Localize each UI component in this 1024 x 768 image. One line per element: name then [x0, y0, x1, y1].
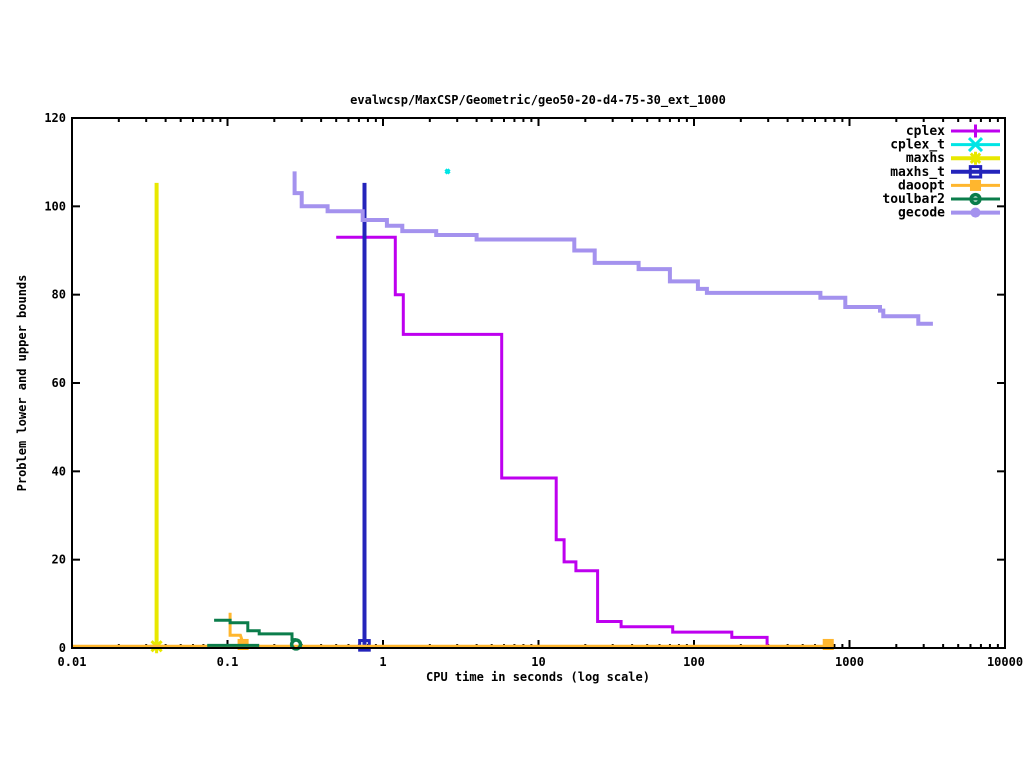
legend-marker-maxhs_t: [968, 165, 983, 179]
plot-border: [71, 117, 1006, 649]
series-maxhs: [149, 182, 164, 654]
legend-label-cplex_t: cplex_t: [890, 138, 945, 153]
legend-label-maxhs_t: maxhs_t: [890, 165, 945, 180]
series-gecode: [292, 171, 933, 326]
x-tick-label: 10000: [987, 655, 1023, 669]
y-tick-label: 20: [52, 553, 66, 567]
legend: cplexcplex_tmaxhsmaxhs_tdaoopttoulbar2ge…: [882, 124, 1000, 221]
series-line-cplex: [336, 235, 769, 648]
y-axis-label: Problem lower and upper bounds: [15, 275, 29, 492]
legend-item-toulbar2: toulbar2: [882, 192, 1000, 207]
legend-item-cplex: cplex: [906, 124, 1000, 139]
legend-marker-cplex: [969, 124, 982, 138]
legend-item-daoopt: daoopt: [898, 178, 1000, 193]
legend-marker-maxhs: [969, 151, 982, 165]
x-tick-label: 1: [379, 655, 386, 669]
y-tick-label: 80: [52, 288, 66, 302]
series-line-toulbar2: [214, 618, 297, 642]
legend-label-toulbar2: toulbar2: [882, 192, 945, 207]
series-layer: [72, 168, 933, 654]
daoopt-marker: [822, 638, 834, 650]
series-cplex_t: [444, 168, 451, 175]
x-tick-label: 10: [531, 655, 545, 669]
series-maxhs_t: [358, 182, 371, 652]
axis-ticks: 0.01 0.1 1 10 100 1000 10000 0 20 40 60 80 100 120: [44, 111, 1023, 669]
legend-item-cplex_t: cplex_t: [890, 137, 1000, 153]
series-line-gecode: [292, 171, 933, 326]
legend-item-maxhs_t: maxhs_t: [890, 165, 1000, 180]
legend-marker-gecode: [970, 207, 981, 218]
x-tick-label: 0.01: [58, 655, 87, 669]
y-tick-label: 60: [52, 376, 66, 390]
series-toulbar2: [207, 618, 303, 651]
x-tick-label: 0.1: [217, 655, 239, 669]
legend-item-gecode: gecode: [898, 206, 1000, 221]
x-axis-label: CPU time in seconds (log scale): [426, 670, 650, 684]
legend-label-cplex: cplex: [906, 124, 945, 139]
legend-marker-daoopt: [969, 179, 982, 191]
legend-marker-toulbar2: [969, 192, 982, 206]
legend-item-maxhs: maxhs: [906, 151, 1000, 166]
legend-label-gecode: gecode: [898, 206, 945, 221]
legend-label-maxhs: maxhs: [906, 151, 945, 166]
legend-marker-cplex_t: [967, 137, 984, 153]
y-tick-label: 120: [44, 111, 66, 125]
y-tick-label: 100: [44, 199, 66, 213]
x-tick-label: 100: [683, 655, 705, 669]
chart-title: evalwcsp/MaxCSP/Geometric/geo50-20-d4-75…: [350, 93, 726, 108]
series-cplex: [336, 235, 769, 648]
y-tick-label: 0: [59, 641, 66, 655]
cplex_t-marker: [444, 168, 451, 175]
x-tick-label: 1000: [835, 655, 864, 669]
legend-label-daoopt: daoopt: [898, 178, 945, 193]
y-tick-label: 40: [52, 464, 66, 478]
